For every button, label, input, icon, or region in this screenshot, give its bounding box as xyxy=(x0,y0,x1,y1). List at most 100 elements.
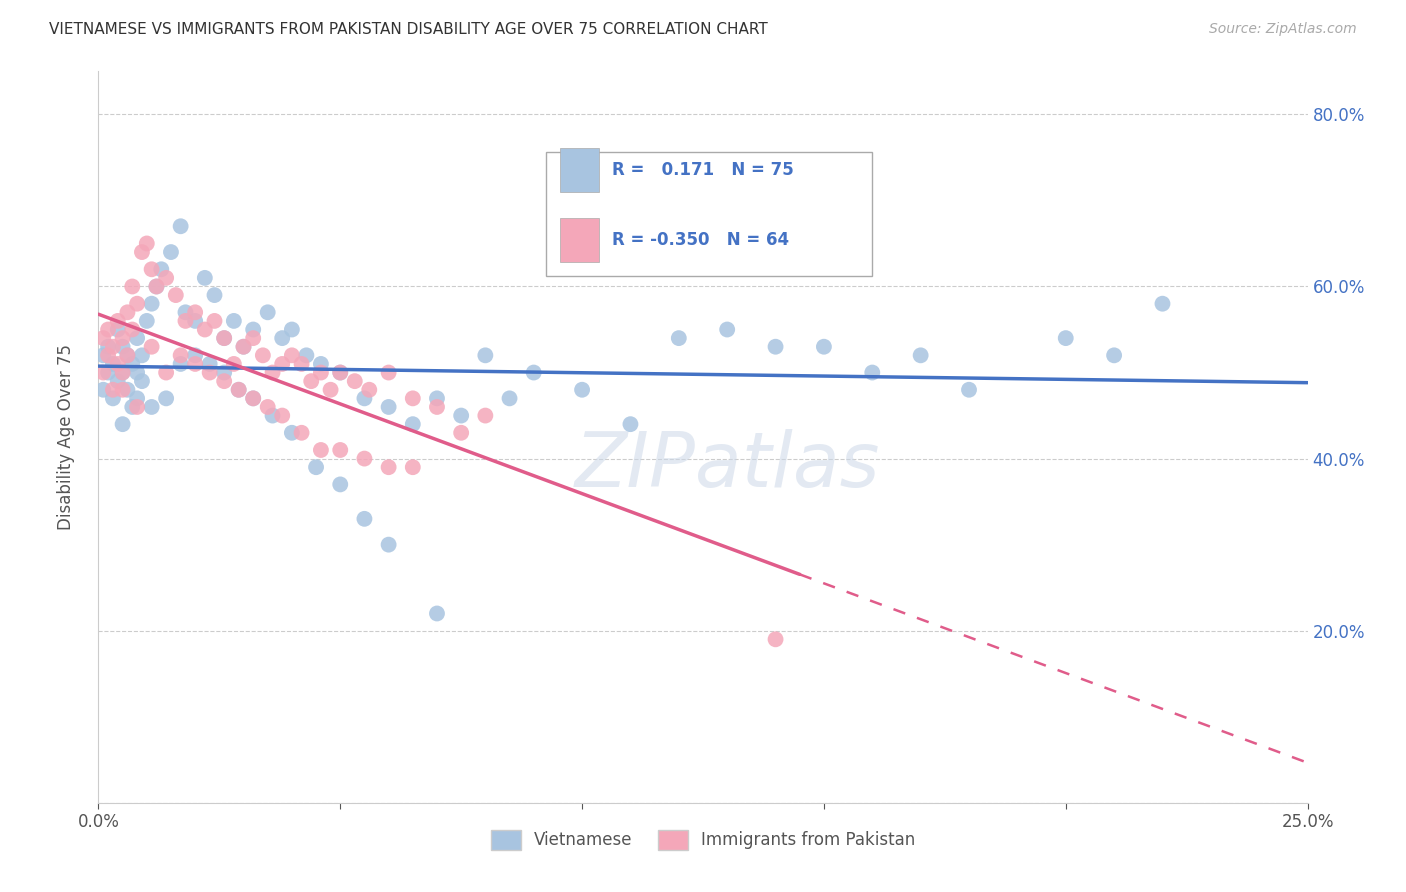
Point xyxy=(169,357,191,371)
Point xyxy=(402,417,425,432)
Point xyxy=(160,245,183,260)
Point xyxy=(107,374,129,388)
Point xyxy=(198,366,221,380)
Point xyxy=(329,366,352,380)
Point xyxy=(101,392,124,406)
Point xyxy=(281,425,304,440)
Point xyxy=(141,340,163,354)
Point xyxy=(117,348,139,362)
Point xyxy=(212,331,235,345)
Point xyxy=(91,383,114,397)
Point xyxy=(377,538,399,552)
Point xyxy=(97,348,120,362)
Point xyxy=(765,632,787,647)
Point xyxy=(1152,296,1174,310)
Point xyxy=(242,392,264,406)
Point xyxy=(204,314,226,328)
Point xyxy=(523,366,546,380)
Point xyxy=(252,348,274,362)
Point xyxy=(426,607,449,621)
Point xyxy=(111,340,134,354)
Point xyxy=(319,383,342,397)
Point xyxy=(204,288,226,302)
Point xyxy=(228,383,250,397)
Point xyxy=(262,366,284,380)
Point xyxy=(290,357,312,371)
Point xyxy=(97,340,120,354)
Point xyxy=(131,348,153,362)
Point xyxy=(619,417,641,432)
Point xyxy=(131,245,153,260)
Point xyxy=(290,425,312,440)
Point xyxy=(127,366,149,380)
Point xyxy=(353,392,375,406)
Point xyxy=(1102,348,1125,362)
Point xyxy=(212,374,235,388)
Point xyxy=(716,322,738,336)
Point xyxy=(295,348,318,362)
Point xyxy=(117,383,139,397)
Point xyxy=(232,340,254,354)
Point xyxy=(242,392,264,406)
Point xyxy=(450,425,472,440)
Point xyxy=(91,366,114,380)
Point xyxy=(377,400,399,414)
Legend: Vietnamese, Immigrants from Pakistan: Vietnamese, Immigrants from Pakistan xyxy=(484,823,922,856)
Point xyxy=(107,314,129,328)
Point xyxy=(155,271,177,285)
Point xyxy=(498,392,520,406)
Point xyxy=(228,383,250,397)
FancyBboxPatch shape xyxy=(561,148,599,192)
Point xyxy=(450,409,472,423)
Point xyxy=(111,366,134,380)
Point xyxy=(131,374,153,388)
Point xyxy=(222,314,245,328)
Point xyxy=(329,442,352,457)
Point xyxy=(150,262,173,277)
Point xyxy=(145,279,167,293)
Text: R = -0.350   N = 64: R = -0.350 N = 64 xyxy=(613,231,789,249)
Point xyxy=(232,340,254,354)
Point xyxy=(145,279,167,293)
Point xyxy=(107,357,129,371)
Point xyxy=(281,322,304,336)
Point xyxy=(101,340,124,354)
Point xyxy=(910,348,932,362)
Point xyxy=(184,305,207,319)
Point xyxy=(957,383,980,397)
Point xyxy=(271,331,294,345)
Point xyxy=(198,357,221,371)
Text: VIETNAMESE VS IMMIGRANTS FROM PAKISTAN DISABILITY AGE OVER 75 CORRELATION CHART: VIETNAMESE VS IMMIGRANTS FROM PAKISTAN D… xyxy=(49,22,768,37)
Point xyxy=(256,305,278,319)
Point xyxy=(343,374,366,388)
Point xyxy=(174,305,197,319)
Point xyxy=(426,400,449,414)
Point xyxy=(91,348,114,362)
Point xyxy=(135,314,157,328)
Point xyxy=(97,322,120,336)
Text: R =   0.171   N = 75: R = 0.171 N = 75 xyxy=(613,161,794,179)
Point xyxy=(184,348,207,362)
Point xyxy=(97,366,120,380)
Point xyxy=(101,357,124,371)
Point xyxy=(127,296,149,310)
Point xyxy=(111,331,134,345)
Point xyxy=(222,357,245,371)
Point xyxy=(474,348,496,362)
Point xyxy=(127,400,149,414)
Point xyxy=(194,322,217,336)
Point xyxy=(329,477,352,491)
Point xyxy=(135,236,157,251)
Point xyxy=(571,383,593,397)
Point xyxy=(121,279,143,293)
Point xyxy=(141,262,163,277)
Point xyxy=(256,400,278,414)
Point xyxy=(359,383,381,397)
Point xyxy=(860,366,883,380)
Point xyxy=(117,348,139,362)
Point xyxy=(242,331,264,345)
Point xyxy=(101,383,124,397)
Point xyxy=(305,460,328,475)
Point xyxy=(212,331,235,345)
FancyBboxPatch shape xyxy=(546,152,872,277)
